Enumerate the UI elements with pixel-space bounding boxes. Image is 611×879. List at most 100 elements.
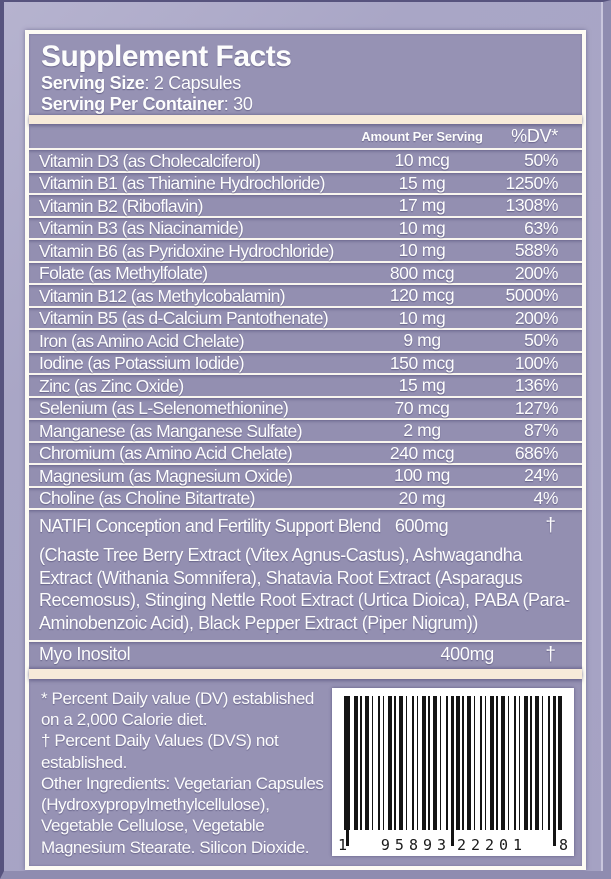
nutrient-dv: 50% — [524, 150, 558, 171]
nutrient-name: Vitamin B2 (Riboflavin) — [39, 195, 203, 216]
thick-divider-top — [29, 115, 582, 125]
blend-name: NATIFI Conception and Fertility Support … — [39, 515, 381, 536]
barcode-digit-group: 22201 — [456, 835, 528, 854]
barcode: 1 95893 22201 8 — [332, 687, 574, 856]
table-row: Magnesium (as Magnesium Oxide) 100 mg 24% — [29, 463, 582, 486]
amount-column-header: Amount Per Serving — [361, 128, 483, 144]
serving-size-label: Serving Size — [41, 73, 145, 93]
nutrient-dv: † — [545, 643, 556, 665]
nutrient-dv: 686% — [514, 442, 559, 463]
nutrient-amount: 800 mcg — [389, 262, 455, 283]
barcode-digit-group: 95893 — [380, 835, 452, 854]
table-row: Vitamin B3 (as Niacinamide) 10 mg 63% — [29, 215, 582, 239]
nutrient-amount: 10 mg — [398, 217, 446, 238]
table-row: Iron (as Amino Acid Chelate) 9 mg 50% — [29, 328, 582, 351]
nutrient-name: Chromium (as Amino Acid Chelate) — [39, 443, 293, 464]
other-ingredients: Other Ingredients: Vegetarian Capsules (… — [41, 773, 324, 857]
table-row: Vitamin B12 (as Methylcobalamin) 120 mcg 5… — [29, 283, 582, 306]
nutrient-amount: 9 mg — [403, 330, 441, 351]
nutrient-dv: 63% — [524, 217, 558, 238]
nutrient-name: Iodine (as Potassium Iodide) — [39, 353, 245, 374]
barcode-digit-group: 8 — [558, 835, 568, 854]
barcode-digit-group: 1 — [338, 835, 348, 854]
nutrient-amount: 240 mcg — [389, 442, 455, 463]
table-row: Folate (as Methylfolate) 800 mcg 200% — [29, 260, 582, 284]
nutrient-name: Choline (as Choline Bitartrate) — [39, 488, 255, 509]
serving-per-container-label: Serving Per Container — [41, 94, 224, 114]
blend-section: NATIFI Conception and Fertility Support … — [29, 508, 582, 641]
nutrient-name: Vitamin B6 (as Pyridoxine Hydrochloride) — [39, 240, 334, 261]
footnotes: * Percent Daily value (DV) established o… — [41, 688, 329, 858]
barcode-digits: 1 95893 22201 8 — [338, 836, 568, 854]
nutrient-name: Folate (as Methylfolate) — [39, 263, 208, 284]
nutrient-name: Myo Inositol — [39, 644, 131, 665]
dagger-footnote: † Percent Daily Values (DVS) not establi… — [41, 731, 279, 772]
dv-column-header: %DV* — [511, 125, 558, 146]
nutrient-dv: 1250% — [505, 172, 559, 193]
dv-footnote: * Percent Daily value (DV) established o… — [41, 688, 314, 729]
nutrient-name: Vitamin B1 (as Thiamine Hydrochloride) — [39, 173, 325, 194]
nutrient-dv: 24% — [524, 465, 558, 486]
barcode-guard-center — [451, 695, 454, 846]
nutrient-name: Vitamin B5 (as d-Calcium Pantothenate) — [39, 308, 329, 329]
nutrient-amount: 150 mcg — [389, 352, 455, 373]
nutrient-name: Vitamin B3 (as Niacinamide) — [39, 218, 244, 239]
nutrient-dv: 5000% — [505, 285, 559, 306]
nutrient-amount: 2 mg — [403, 420, 441, 441]
column-header-row: Amount Per Serving %DV* — [29, 124, 582, 148]
nutrient-dv: 100% — [514, 352, 559, 373]
nutrient-amount: 70 mcg — [394, 397, 450, 418]
serving-size: Serving Size: 2 Capsules — [41, 73, 582, 94]
nutrient-dv: 127% — [514, 397, 559, 418]
table-row: Manganese (as Manganese Sulfate) 2 mg 87% — [29, 418, 582, 441]
table-row: Choline (as Choline Bitartrate) 20 mg 4% — [29, 485, 582, 509]
nutrient-name: Zinc (as Zinc Oxide) — [39, 375, 184, 396]
table-row: Iodine (as Potassium Iodide) 150 mcg 100% — [29, 350, 582, 374]
nutrient-table: Vitamin D3 (as Cholecalciferol) 10 mcg 50%… — [29, 148, 582, 509]
table-row: Vitamin B5 (as d-Calcium Pantothenate) 10… — [29, 305, 582, 329]
nutrient-name: Manganese (as Manganese Sulfate) — [39, 420, 303, 441]
table-row: Vitamin B2 (Riboflavin) 17 mg 1308% — [29, 193, 582, 216]
facts-panel: Supplement Facts Serving Size: 2 Capsule… — [25, 30, 586, 870]
nutrient-dv: 1308% — [505, 195, 559, 216]
nutrient-name: Vitamin B12 (as Methylcobalamin) — [39, 285, 286, 306]
table-row: Vitamin B6 (as Pyridoxine Hydrochloride)… — [29, 238, 582, 261]
table-row: Vitamin D3 (as Cholecalciferol) 10 mcg 50% — [29, 148, 582, 171]
nutrient-amount: 10 mcg — [394, 150, 450, 171]
nutrient-amount: 400mg — [440, 644, 494, 665]
blend-amount: 600mg — [394, 515, 449, 536]
table-row: Zinc (as Zinc Oxide) 15 mg 136% — [29, 373, 582, 396]
nutrient-dv: 87% — [524, 420, 558, 441]
nutrient-dv: 50% — [524, 330, 558, 351]
table-row: Selenium (as L-Selenomethionine) 70 mcg 12… — [29, 395, 582, 419]
nutrient-name: Selenium (as L-Selenomethionine) — [39, 398, 289, 419]
nutrient-name: Vitamin D3 (as Cholecalciferol) — [39, 150, 261, 171]
nutrient-dv: 4% — [533, 487, 559, 508]
nutrient-dv: 136% — [514, 375, 559, 396]
nutrient-amount: 17 mg — [398, 195, 446, 216]
nutrient-name: Magnesium (as Magnesium Oxide) — [39, 465, 293, 486]
nutrient-amount: 10 mg — [398, 307, 446, 328]
serving-per-container: Serving Per Container: 30 — [41, 94, 582, 115]
label-footer: * Percent Daily value (DV) established o… — [29, 679, 582, 866]
myo-inositol-row: Myo Inositol 400mg † — [29, 640, 582, 668]
serving-size-value: : 2 Capsules — [144, 73, 241, 93]
barcode-guard-right — [553, 695, 556, 846]
label-header: Supplement Facts Serving Size: 2 Capsule… — [29, 34, 582, 115]
table-row: Chromium (as Amino Acid Chelate) 240 mcg 6… — [29, 440, 582, 464]
serving-per-container-value: : 30 — [223, 94, 253, 114]
thick-divider-bottom — [29, 669, 582, 679]
nutrient-name: Iron (as Amino Acid Chelate) — [39, 330, 245, 351]
nutrient-amount: 100 mg — [394, 465, 450, 486]
blend-description: (Chaste Tree Berry Extract (Vitex Agnus-… — [39, 545, 570, 633]
nutrient-amount: 20 mg — [398, 487, 446, 508]
table-row: Vitamin B1 (as Thiamine Hydrochloride) 15… — [29, 170, 582, 194]
blend-title-row: NATIFI Conception and Fertility Support … — [29, 510, 582, 542]
nutrient-amount: 10 mg — [398, 240, 446, 261]
nutrient-dv: 588% — [514, 240, 559, 261]
nutrient-amount: 15 mg — [398, 172, 446, 193]
label-title: Supplement Facts — [41, 40, 292, 73]
nutrient-amount: 120 mcg — [389, 285, 455, 306]
barcode-guard-left — [346, 695, 349, 846]
